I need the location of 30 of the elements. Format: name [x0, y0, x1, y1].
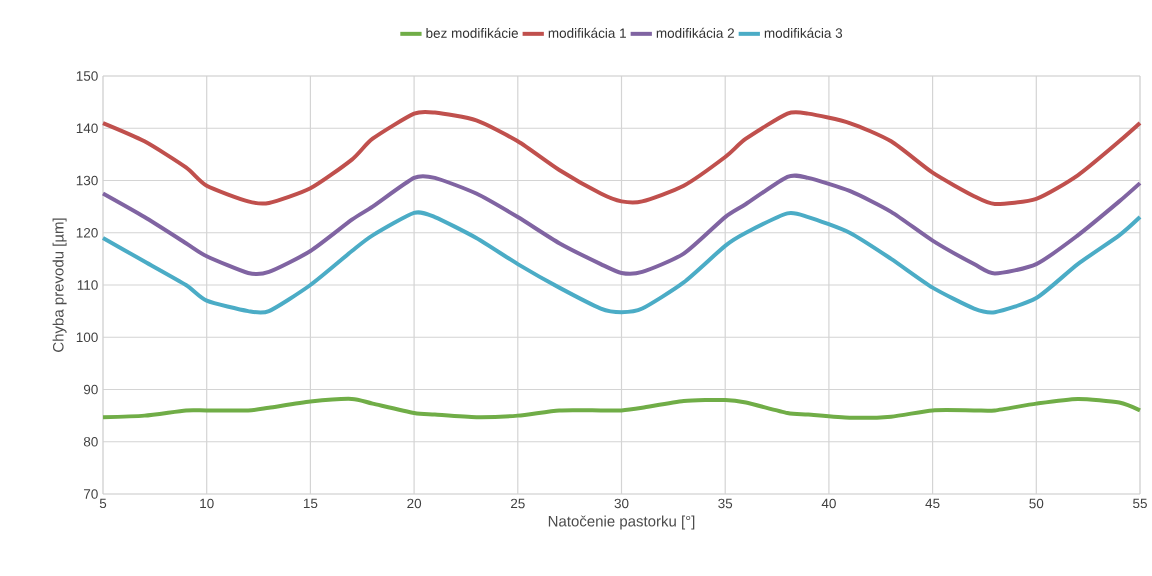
- y-tick-label: 150: [76, 71, 98, 81]
- x-tick-label: 45: [925, 498, 940, 509]
- x-tick-label: 25: [510, 498, 525, 509]
- y-tick-label: 70: [83, 489, 98, 499]
- x-tick-label: 50: [1029, 498, 1044, 509]
- x-axis-title: Natočenie pastorku [°]: [548, 515, 695, 530]
- y-tick-label: 120: [76, 227, 98, 238]
- x-tick-label: 5: [99, 498, 107, 509]
- x-tick-label: 30: [614, 498, 629, 509]
- y-tick-label: 80: [83, 436, 98, 447]
- line-series: [101, 109, 1142, 207]
- legend-label: modifikácia 2: [656, 27, 734, 38]
- line-series: [101, 173, 1142, 277]
- y-axis-title: Chyba prevodu [µm]: [52, 218, 67, 352]
- legend-label: modifikácia 3: [764, 27, 843, 38]
- x-tick-label: 10: [200, 498, 214, 509]
- y-tick-label: 110: [77, 280, 98, 290]
- y-tick-label: 100: [76, 332, 98, 343]
- x-tick-label: 55: [1133, 498, 1147, 509]
- line-series: [101, 396, 1142, 420]
- x-tick-label: 40: [821, 498, 836, 509]
- x-tick-label: 15: [303, 498, 318, 509]
- y-tick-label: 130: [76, 175, 98, 186]
- x-tick-label: 20: [407, 498, 422, 509]
- line-series: [101, 210, 1142, 315]
- y-tick-label: 90: [83, 384, 98, 395]
- legend-label: modifikácia 1: [548, 27, 626, 38]
- legend-label: bez modifikácie: [426, 27, 518, 38]
- x-tick-label: 35: [718, 498, 733, 509]
- y-tick-label: 140: [76, 123, 98, 134]
